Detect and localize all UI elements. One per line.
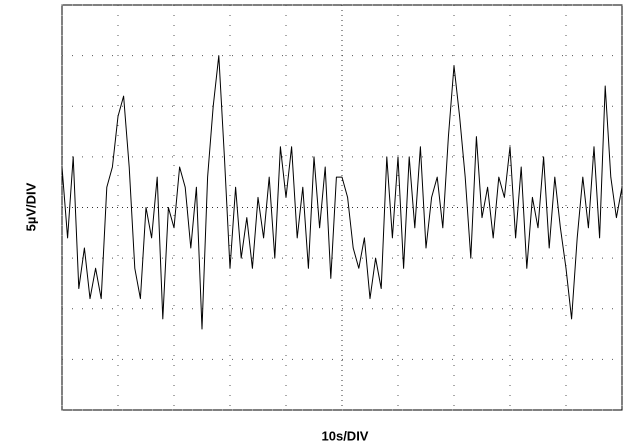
x-axis-label: 10s/DIV	[322, 428, 369, 443]
trace	[61, 55, 623, 330]
y-axis-label: 5µV/DIV	[23, 182, 38, 231]
